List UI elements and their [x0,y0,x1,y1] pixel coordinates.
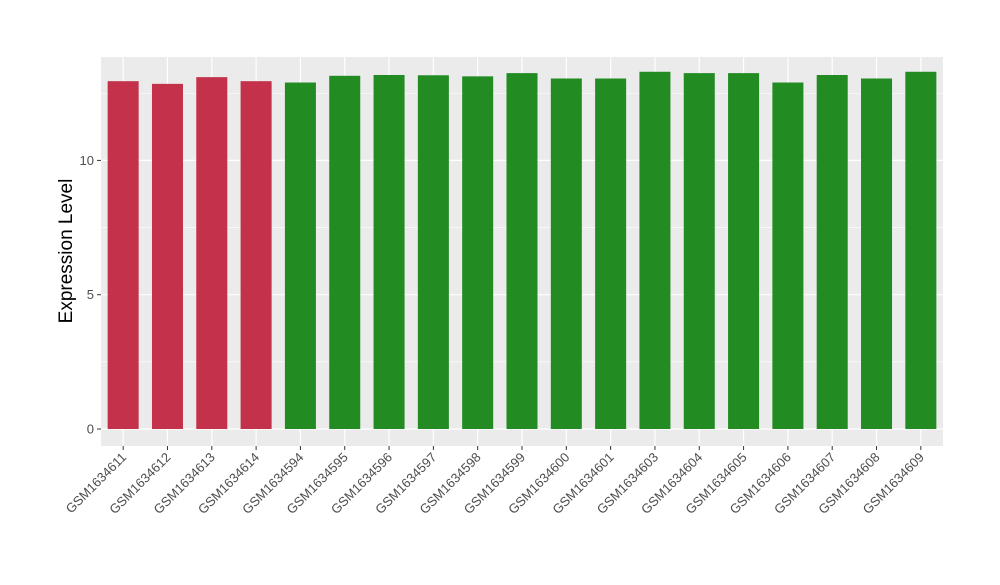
y-tick-label: 10 [80,153,94,168]
bar-GSM1634606 [772,82,804,430]
bar-GSM1634614 [240,81,272,430]
bar-GSM1634600 [550,78,582,429]
bar-GSM1634611 [107,81,139,430]
bar-GSM1634612 [151,83,183,430]
bar-GSM1634601 [595,78,627,429]
bar-GSM1634599 [506,73,538,429]
y-axis-label: Expression Level [56,179,77,324]
y-tick-label: 0 [87,422,94,437]
bar-GSM1634597 [417,75,449,430]
bar-GSM1634608 [861,78,893,429]
bar-GSM1634613 [196,77,228,429]
x-axis: GSM1634611GSM1634612GSM1634613GSM1634614… [63,446,927,517]
bar-GSM1634594 [284,82,316,430]
bar-GSM1634609 [905,71,937,430]
y-tick-label: 5 [87,287,94,302]
bar-GSM1634603 [639,71,671,430]
bars [107,71,937,430]
y-axis: 0 5 10 [80,153,101,437]
bar-GSM1634595 [329,75,361,429]
bar-GSM1634604 [683,73,715,429]
bar-GSM1634605 [728,73,760,429]
bar-GSM1634596 [373,74,405,429]
bar-GSM1634607 [816,74,848,429]
bar-GSM1634598 [462,76,494,430]
